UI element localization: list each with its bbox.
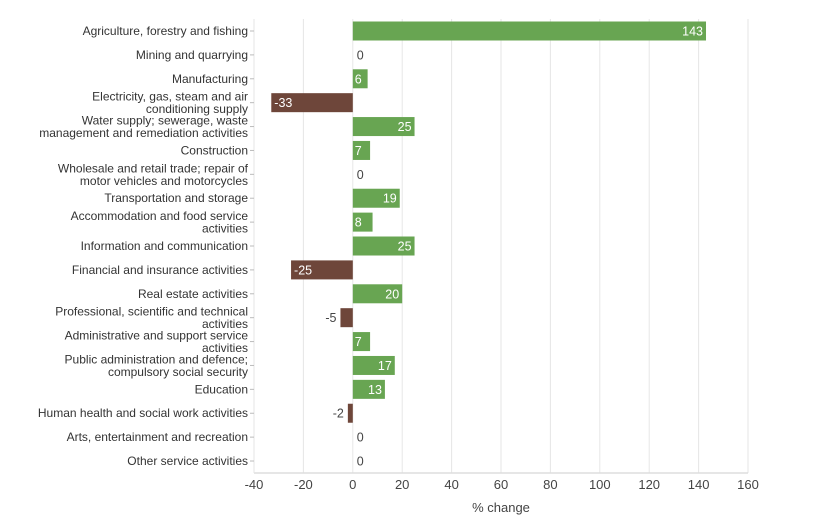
data-label: 6 — [355, 72, 362, 86]
data-label: 7 — [355, 144, 362, 158]
category-label: Financial and insurance activities — [72, 263, 248, 277]
data-label: 25 — [398, 240, 412, 254]
bar — [352, 332, 371, 352]
category-label: Manufacturing — [172, 72, 248, 86]
category-label-line: compulsory social security — [108, 365, 248, 379]
bar — [352, 284, 403, 304]
category-label-line: motor vehicles and motorcycles — [80, 174, 248, 188]
category-label-line: Other service activities — [127, 454, 248, 468]
bar — [347, 403, 353, 423]
bar — [352, 379, 385, 399]
data-label: 0 — [357, 455, 364, 469]
category-label-line: management and remediation activities — [39, 126, 248, 140]
bar — [352, 188, 400, 208]
x-tick-label: 120 — [638, 477, 660, 492]
x-tick-label: 60 — [494, 477, 508, 492]
category-label: Administrative and support service activi… — [65, 329, 249, 356]
category-label-line: Public administration and defence; — [65, 352, 248, 366]
x-tick-label: 20 — [395, 477, 409, 492]
x-tick-label: 80 — [543, 477, 557, 492]
category-label: Real estate activities — [138, 287, 248, 301]
data-label: 25 — [398, 120, 412, 134]
bar — [352, 140, 371, 160]
x-tick-label: -20 — [294, 477, 313, 492]
category-label: Agriculture, forestry and fishing — [83, 24, 248, 38]
bar — [352, 236, 415, 256]
data-label: 19 — [383, 192, 397, 206]
x-tick-label: 140 — [688, 477, 710, 492]
category-label-line: activities — [202, 341, 248, 355]
category-label-line: Transportation and storage — [104, 191, 248, 205]
category-label-line: Electricity, gas, steam and air — [92, 90, 248, 104]
bar — [352, 21, 707, 41]
data-label: 8 — [355, 216, 362, 230]
category-label: Human health and social work activities — [38, 406, 248, 420]
category-label-line: Financial and insurance activities — [72, 263, 248, 277]
category-label-line: Agriculture, forestry and fishing — [83, 24, 248, 38]
category-label: Mining and quarrying — [136, 48, 248, 62]
category-label: Accommodation and food service activities — [71, 209, 249, 236]
data-label: -25 — [294, 263, 312, 277]
category-label-line: Mining and quarrying — [136, 48, 248, 62]
bar — [352, 117, 415, 137]
x-tick-label: 0 — [349, 477, 356, 492]
data-label: 143 — [682, 25, 703, 39]
category-label: Arts, entertainment and recreation — [67, 430, 248, 444]
x-tick-label: 160 — [737, 477, 759, 492]
bar — [352, 355, 395, 375]
bar — [271, 93, 353, 113]
category-label-line: Accommodation and food service — [71, 209, 249, 223]
category-label: Wholesale and retail trade; repair of mot… — [58, 161, 249, 188]
category-label-line: Education — [195, 382, 248, 396]
category-label-line: Water supply; sewerage, waste — [82, 114, 249, 128]
category-label-line: Administrative and support service — [65, 329, 249, 343]
x-tick-label: 40 — [444, 477, 458, 492]
category-label: Electricity, gas, steam and air condition… — [92, 90, 248, 117]
data-label: -5 — [325, 311, 336, 325]
category-label: Water supply; sewerage, waste management … — [39, 114, 248, 141]
x-axis-title: % change — [472, 500, 530, 515]
category-label: Other service activities — [127, 454, 248, 468]
category-label-line: activities — [202, 222, 248, 236]
category-label: Construction — [181, 143, 248, 157]
data-label: -2 — [333, 407, 344, 421]
category-label-line: Construction — [181, 143, 248, 157]
category-label-line: Real estate activities — [138, 287, 248, 301]
x-tick-label: -40 — [245, 477, 264, 492]
data-label: 13 — [368, 383, 382, 397]
bar — [352, 212, 373, 232]
category-label: Professional, scientific and technical ac… — [55, 305, 248, 332]
data-label: -33 — [274, 96, 292, 110]
category-label: Education — [195, 382, 248, 396]
bar — [352, 69, 368, 89]
data-label: 0 — [357, 431, 364, 445]
category-label: Information and communication — [81, 239, 248, 253]
data-label: 0 — [357, 168, 364, 182]
bar — [291, 260, 353, 280]
category-label: Transportation and storage — [104, 191, 248, 205]
category-label-line: Information and communication — [81, 239, 248, 253]
data-label: 7 — [355, 335, 362, 349]
data-label: 17 — [378, 359, 392, 373]
category-label: Public administration and defence; compul… — [65, 352, 248, 379]
category-label-line: Wholesale and retail trade; repair of — [58, 161, 249, 175]
category-label-line: activities — [202, 317, 248, 331]
bar — [340, 308, 353, 328]
category-label-line: Manufacturing — [172, 72, 248, 86]
category-label-line: Professional, scientific and technical — [55, 305, 248, 319]
category-label-line: Human health and social work activities — [38, 406, 248, 420]
category-label-line: conditioning supply — [146, 102, 248, 116]
data-label: 20 — [385, 287, 399, 301]
category-label-line: Arts, entertainment and recreation — [67, 430, 248, 444]
data-label: 0 — [357, 48, 364, 62]
x-tick-label: 100 — [589, 477, 611, 492]
